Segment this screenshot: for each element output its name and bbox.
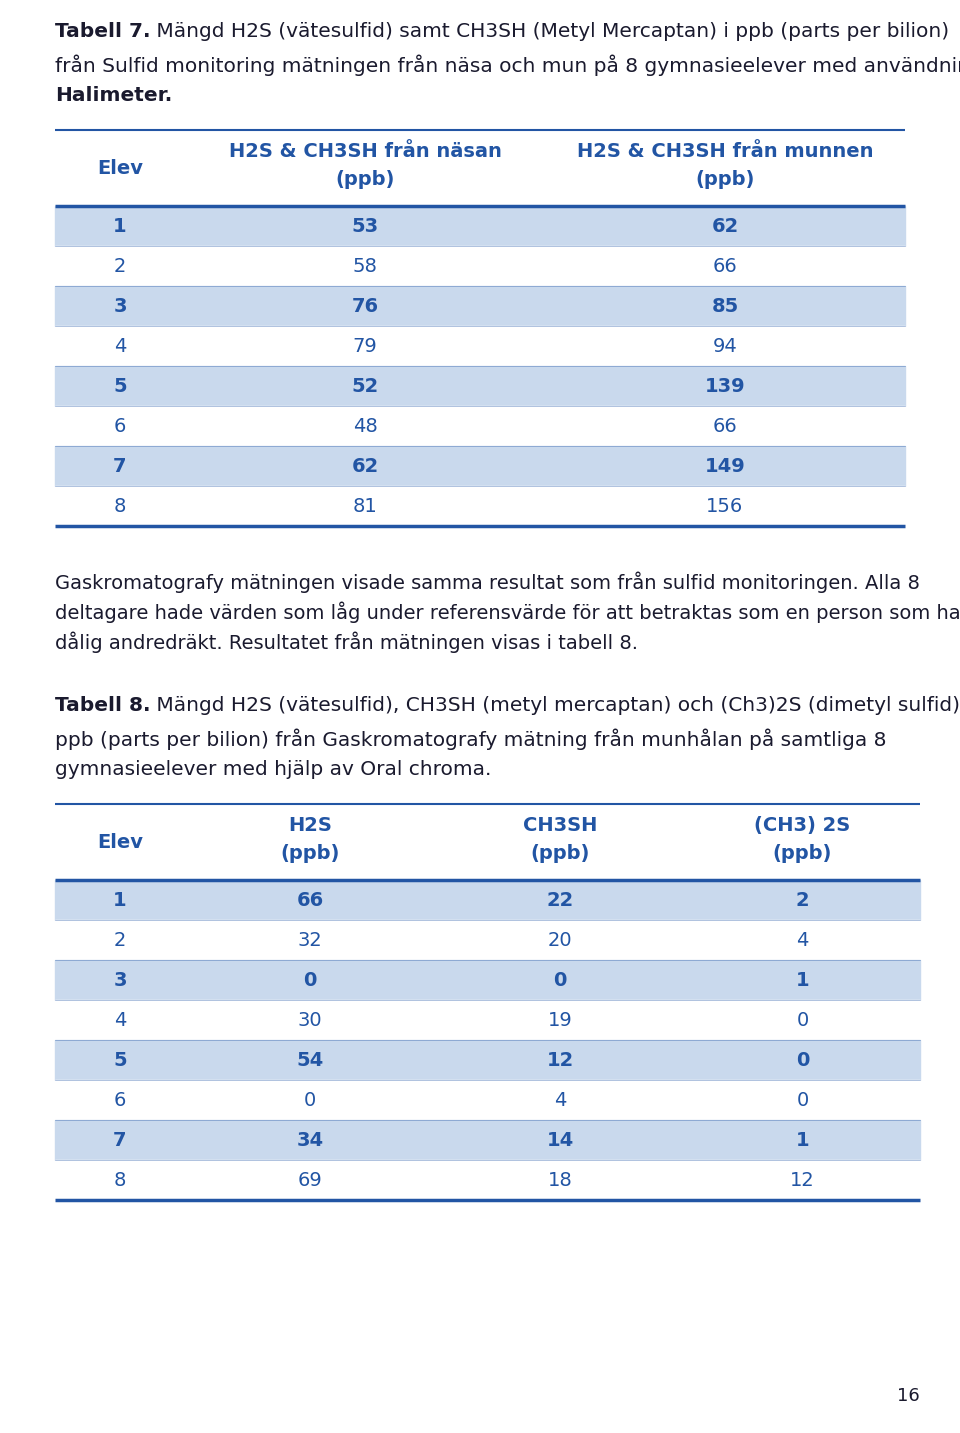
Text: 149: 149 (705, 457, 745, 476)
Text: Halimeter.: Halimeter. (55, 86, 172, 105)
Text: 85: 85 (711, 297, 738, 315)
Text: 4: 4 (554, 1091, 566, 1109)
Text: 1: 1 (113, 216, 127, 235)
Text: 139: 139 (705, 377, 745, 396)
Text: 66: 66 (297, 890, 324, 910)
Text: 1: 1 (796, 1131, 809, 1149)
Text: 54: 54 (297, 1050, 324, 1069)
Text: 52: 52 (351, 377, 378, 396)
Text: 0: 0 (797, 1091, 808, 1109)
Bar (55, 446, 905, 486)
Text: 19: 19 (547, 1010, 572, 1029)
Text: 4: 4 (114, 1010, 126, 1029)
Text: (ppb): (ppb) (773, 844, 832, 863)
Bar (55, 960, 920, 1000)
Text: ppb (parts per bilion) från Gaskromatografy mätning från munhålan på samtliga 8: ppb (parts per bilion) från Gaskromatogr… (55, 728, 886, 749)
Bar (55, 1080, 920, 1121)
Text: H2S & CH3SH från munnen: H2S & CH3SH från munnen (577, 142, 874, 160)
Text: CH3SH: CH3SH (523, 815, 597, 835)
Text: 58: 58 (352, 257, 377, 275)
Text: 6: 6 (114, 1091, 126, 1109)
Bar (55, 406, 905, 446)
Text: 69: 69 (298, 1171, 323, 1189)
Text: 94: 94 (712, 337, 737, 355)
Text: gymnasieelever med hjälp av Oral chroma.: gymnasieelever med hjälp av Oral chroma. (55, 759, 492, 780)
Text: 0: 0 (304, 1091, 316, 1109)
Text: (ppb): (ppb) (280, 844, 340, 863)
Text: 22: 22 (546, 890, 574, 910)
Text: 62: 62 (711, 216, 738, 235)
Text: 2: 2 (114, 257, 126, 275)
Text: 66: 66 (712, 417, 737, 436)
Text: 32: 32 (298, 930, 323, 950)
Bar (55, 365, 905, 406)
Text: 7: 7 (113, 1131, 127, 1149)
Text: 5: 5 (113, 1050, 127, 1069)
Text: dålig andredräkt. Resultatet från mätningen visas i tabell 8.: dålig andredräkt. Resultatet från mätnin… (55, 631, 638, 652)
Text: (ppb): (ppb) (695, 171, 755, 189)
Bar (55, 920, 920, 960)
Bar (55, 246, 905, 287)
Text: Gaskromatografy mätningen visade samma resultat som från sulfid monitoringen. Al: Gaskromatografy mätningen visade samma r… (55, 570, 920, 592)
Text: 1: 1 (796, 970, 809, 990)
Text: Mängd H2S (vätesulfid), CH3SH (metyl mercaptan) och (Ch3)2S (dimetyl sulfid) i: Mängd H2S (vätesulfid), CH3SH (metyl mer… (151, 696, 960, 715)
Text: 0: 0 (303, 970, 317, 990)
Text: 30: 30 (298, 1010, 323, 1029)
Text: 79: 79 (352, 337, 377, 355)
Text: 48: 48 (352, 417, 377, 436)
Text: 3: 3 (113, 970, 127, 990)
Text: 7: 7 (113, 457, 127, 476)
Bar (55, 1040, 920, 1080)
Text: 62: 62 (351, 457, 378, 476)
Text: 8: 8 (114, 496, 126, 516)
Text: 3: 3 (113, 297, 127, 315)
Text: 6: 6 (114, 417, 126, 436)
Text: Tabell 8.: Tabell 8. (55, 696, 151, 715)
Text: 0: 0 (796, 1050, 809, 1069)
Text: Mängd H2S (vätesulfid) samt CH3SH (Metyl Mercaptan) i ppb (parts per bilion): Mängd H2S (vätesulfid) samt CH3SH (Metyl… (151, 21, 949, 42)
Bar (55, 880, 920, 920)
Text: deltagare hade värden som låg under referensvärde för att betraktas som en perso: deltagare hade värden som låg under refe… (55, 600, 960, 622)
Text: 2: 2 (114, 930, 126, 950)
Bar (55, 325, 905, 365)
Text: 4: 4 (114, 337, 126, 355)
Text: 20: 20 (548, 930, 572, 950)
Bar (55, 1121, 920, 1159)
Text: 12: 12 (546, 1050, 574, 1069)
Text: Elev: Elev (97, 833, 143, 851)
Text: H2S & CH3SH från näsan: H2S & CH3SH från näsan (228, 142, 501, 160)
Text: (CH3) 2S: (CH3) 2S (755, 815, 851, 835)
Text: 53: 53 (351, 216, 378, 235)
Text: Elev: Elev (97, 159, 143, 178)
Text: 5: 5 (113, 377, 127, 396)
Bar (55, 486, 905, 526)
Text: H2S: H2S (288, 815, 332, 835)
Text: (ppb): (ppb) (530, 844, 589, 863)
Text: Tabell 7.: Tabell 7. (55, 21, 151, 42)
Text: 76: 76 (351, 297, 378, 315)
Text: 2: 2 (796, 890, 809, 910)
Bar (55, 1159, 920, 1199)
Text: 156: 156 (707, 496, 744, 516)
Text: 0: 0 (797, 1010, 808, 1029)
Text: 34: 34 (297, 1131, 324, 1149)
Bar (55, 206, 905, 246)
Text: 1: 1 (113, 890, 127, 910)
Text: 81: 81 (352, 496, 377, 516)
Text: 8: 8 (114, 1171, 126, 1189)
Text: 18: 18 (547, 1171, 572, 1189)
Text: 12: 12 (790, 1171, 815, 1189)
Text: 4: 4 (796, 930, 808, 950)
Bar (55, 1000, 920, 1040)
Text: (ppb): (ppb) (335, 171, 395, 189)
Text: 16: 16 (898, 1387, 920, 1404)
Text: 66: 66 (712, 257, 737, 275)
Text: från Sulfid monitoring mätningen från näsa och mun på 8 gymnasieelever med använ: från Sulfid monitoring mätningen från nä… (55, 54, 960, 76)
Text: 0: 0 (553, 970, 566, 990)
Bar (55, 287, 905, 325)
Text: 14: 14 (546, 1131, 574, 1149)
